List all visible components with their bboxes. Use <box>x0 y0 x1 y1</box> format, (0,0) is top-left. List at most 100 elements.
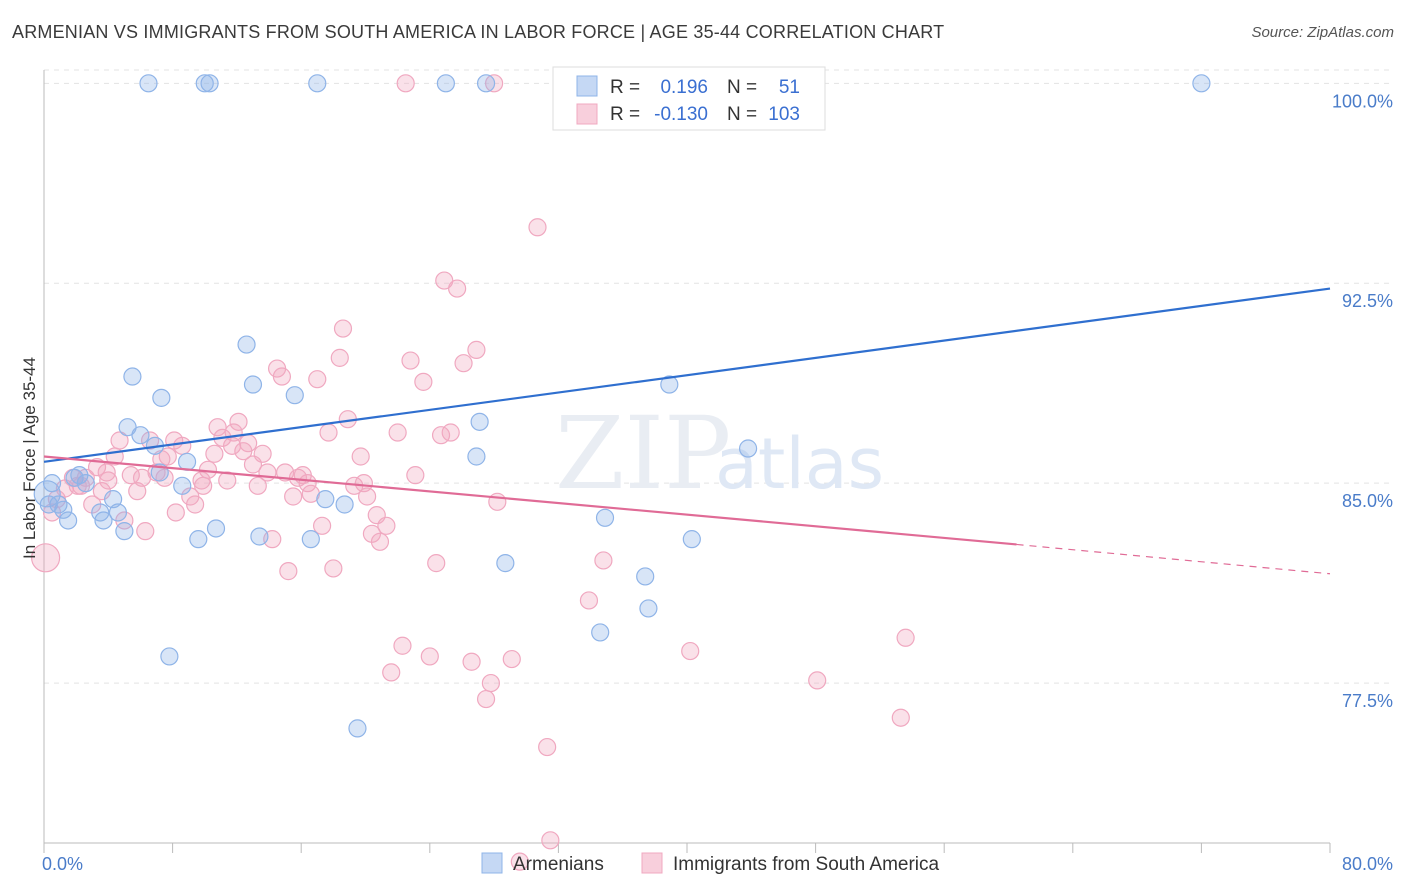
armenians-point <box>335 495 354 514</box>
immigrants-point <box>467 340 486 359</box>
immigrants-point <box>136 522 155 541</box>
immigrants-point <box>248 476 267 495</box>
chart-source: Source: ZipAtlas.com <box>1251 24 1394 41</box>
immigrants-point <box>284 487 303 506</box>
watermark-atlas: atlas <box>715 423 884 505</box>
armenians-point <box>108 503 128 522</box>
armenians-point <box>94 511 113 530</box>
immigrants-point <box>312 516 332 535</box>
immigrants-point <box>330 348 349 367</box>
immigrants-point <box>87 458 107 477</box>
armenians-point <box>189 530 208 549</box>
legend-n-value-armenians: 51 <box>779 77 800 98</box>
legend-r-label-armenians: R = <box>610 77 640 98</box>
armenians-point <box>595 508 615 527</box>
armenians-point <box>591 623 610 642</box>
immigrants-point <box>579 591 599 610</box>
immigrants-point <box>510 852 529 871</box>
immigrants-point <box>538 737 557 757</box>
armenians-point <box>1192 74 1211 93</box>
armenians-point <box>152 388 171 407</box>
immigrants-point <box>541 831 560 850</box>
armenians-point <box>160 647 179 666</box>
immigrants-point <box>333 319 353 338</box>
immigrants-point <box>401 351 420 370</box>
immigrants-point <box>272 367 292 386</box>
armenians-point <box>49 495 68 514</box>
legend-n-value-immigrants: 103 <box>768 104 800 125</box>
immigrants-trend-line <box>43 455 1017 546</box>
stats-legend: R = 0.196 N = 51 R = -0.130 N = 103 <box>552 66 826 131</box>
immigrants-point <box>406 466 425 485</box>
immigrants-point <box>97 463 116 482</box>
grid-lines <box>44 69 1393 684</box>
immigrants-point <box>420 647 439 666</box>
armenians-point <box>123 367 142 386</box>
armenians-point <box>195 74 214 93</box>
armenians-point <box>738 439 758 458</box>
immigrants-point <box>502 649 521 669</box>
armenians-point <box>206 519 226 538</box>
immigrants-point <box>110 431 129 450</box>
armenians-point <box>237 335 256 354</box>
y-tick-labels: 77.5% 85.0% 92.5% 100.0% <box>1332 91 1393 711</box>
immigrants-point <box>155 468 174 487</box>
immigrants-point <box>239 434 258 453</box>
immigrants-point <box>205 444 224 463</box>
immigrants-point <box>896 628 915 647</box>
legend-swatch-immigrants <box>576 103 598 125</box>
armenians-point <box>250 527 269 546</box>
armenians-point <box>285 386 304 405</box>
immigrants-trend-extension <box>1016 543 1331 575</box>
bottom-legend-label-armenians: Armenians <box>513 854 604 875</box>
immigrants-point <box>351 447 370 466</box>
immigrants-point <box>594 551 613 570</box>
legend-swatch-armenians <box>576 75 598 97</box>
armenians-point <box>308 74 327 93</box>
immigrants-point <box>324 559 343 578</box>
armenians-point <box>301 530 320 549</box>
armenians-point <box>636 567 655 586</box>
immigrants-point <box>222 436 242 455</box>
immigrants-point <box>454 354 473 373</box>
armenians-point <box>200 74 219 93</box>
armenians-point <box>173 476 192 495</box>
armenians-point <box>496 554 515 573</box>
immigrants-point <box>173 436 192 455</box>
y-tick-label-1: 85.0% <box>1342 491 1393 511</box>
immigrants-point <box>166 503 185 522</box>
armenians-point <box>682 530 701 549</box>
immigrants-point <box>276 463 295 482</box>
immigrants-point <box>481 673 500 693</box>
legend-n-label-immigrants: N = <box>727 104 757 125</box>
immigrants-point <box>208 418 227 437</box>
legend-n-label-armenians: N = <box>727 77 757 98</box>
legend-r-label-immigrants: R = <box>610 104 640 125</box>
armenians-point <box>243 375 263 394</box>
armenians-point <box>177 452 197 471</box>
armenians-point <box>436 74 455 93</box>
immigrants-point <box>158 447 177 466</box>
armenians-trend-line <box>43 287 1331 463</box>
y-tick-label-3: 100.0% <box>1332 91 1393 111</box>
x-tick-label-max: 80.0% <box>1342 854 1393 874</box>
legend-r-value-immigrants: -0.130 <box>654 104 708 125</box>
immigrants-point <box>308 370 327 389</box>
armenians-point <box>131 426 150 445</box>
armenians-point <box>115 522 134 541</box>
series-armenians-points <box>33 74 1211 738</box>
armenians-point <box>39 495 58 514</box>
immigrants-point <box>528 218 547 237</box>
immigrants-point <box>462 652 481 671</box>
trend-lines <box>43 287 1331 575</box>
armenians-point <box>33 480 61 508</box>
y-tick-label-2: 92.5% <box>1342 291 1393 311</box>
immigrants-point <box>476 689 496 709</box>
immigrants-point <box>354 474 373 493</box>
series-immigrants-points <box>31 74 915 871</box>
immigrants-point <box>388 423 407 442</box>
immigrants-point <box>427 554 446 573</box>
y-tick-label-0: 77.5% <box>1342 691 1393 711</box>
immigrants-point <box>681 641 700 661</box>
immigrants-point <box>229 412 248 431</box>
